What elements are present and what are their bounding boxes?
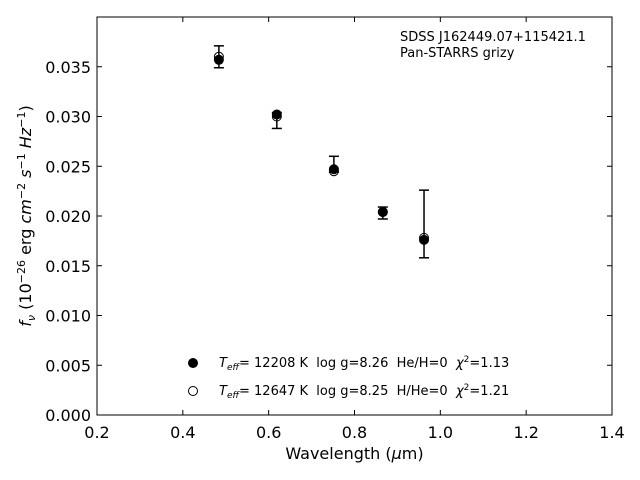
y-tick-label: 0.000 [45, 406, 91, 425]
data-points [213, 51, 430, 245]
x-axis-ticks: 0.2 0.4 0.6 0.8 1.0 1.2 1.4 [84, 17, 625, 442]
legend-label-filled: Teff= 12208 K log g=8.26 He/H=0 χ2=1.13 [219, 355, 509, 373]
y-tick-label: 0.030 [45, 108, 91, 127]
model-point-open [213, 51, 224, 62]
x-tick-label: 1.2 [513, 423, 538, 442]
x-tick-label: 0.4 [170, 423, 195, 442]
x-tick-label: 1.4 [599, 423, 624, 442]
model-point-open [419, 232, 430, 243]
legend-marker-filled [188, 358, 198, 368]
model-point-filled [213, 54, 224, 65]
y-tick-label: 0.015 [45, 257, 91, 276]
x-tick-label: 0.8 [342, 423, 367, 442]
x-tick-label: 0.2 [84, 423, 109, 442]
annotation-object-name: SDSS J162449.07+115421.1 [400, 30, 586, 45]
legend-label-open: Teff= 12647 K log g=8.25 H/He=0 χ2=1.21 [219, 383, 509, 401]
model-point-open [271, 111, 282, 122]
y-axis-label: fν (10−26 erg cm−2 s−1 Hz−1) [15, 105, 38, 326]
error-bars [213, 45, 430, 259]
x-tick-label: 1.0 [428, 423, 453, 442]
model-point-open [328, 166, 339, 177]
model-point-open [377, 207, 388, 218]
y-tick-label: 0.005 [45, 356, 91, 375]
y-tick-label: 0.010 [45, 307, 91, 326]
y-tick-label: 0.025 [45, 157, 91, 176]
x-tick-label: 0.6 [256, 423, 281, 442]
x-axis-label: Wavelength (μm) [285, 444, 423, 463]
legend: Teff= 12208 K log g=8.26 He/H=0 χ2=1.13 … [188, 355, 509, 401]
legend-marker-open [188, 386, 198, 396]
y-tick-label: 0.035 [45, 58, 91, 77]
annotation-survey: Pan-STARRS grizy [400, 46, 515, 61]
y-tick-label: 0.020 [45, 207, 91, 226]
y-axis-ticks: 0.000 0.005 0.010 0.015 0.020 0.025 0.030 0.035 [45, 58, 612, 425]
